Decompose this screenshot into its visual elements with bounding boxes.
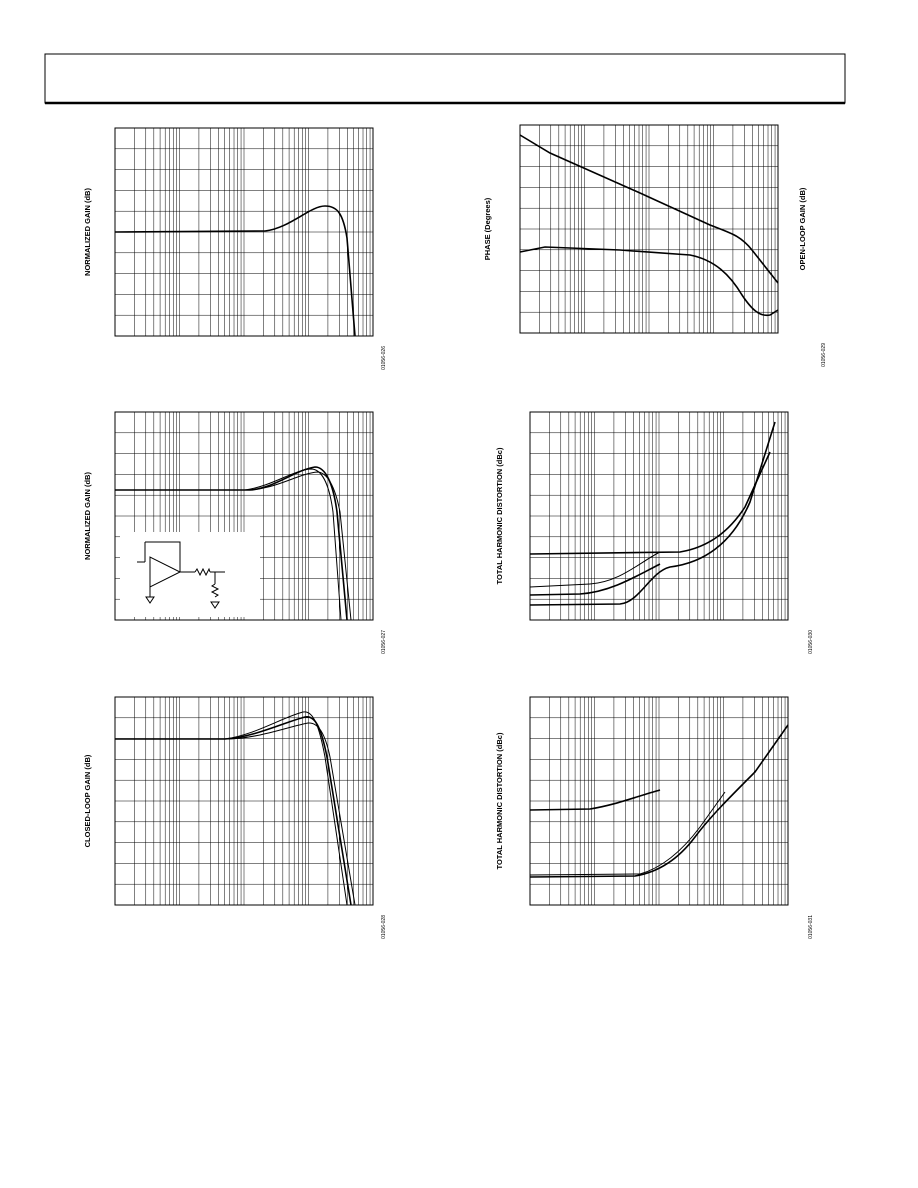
figure-code: 01056-028 bbox=[381, 915, 387, 939]
figure-code: 01056-029 bbox=[821, 343, 827, 367]
curve bbox=[529, 563, 661, 596]
plot bbox=[114, 696, 374, 906]
curve bbox=[529, 724, 789, 878]
curve bbox=[529, 789, 661, 811]
y2-axis-label: OPEN-LOOP GAIN (dB) bbox=[798, 187, 807, 270]
curve bbox=[224, 722, 356, 906]
figure-code: 01056-027 bbox=[381, 630, 387, 654]
curve bbox=[519, 246, 779, 317]
curve bbox=[519, 134, 779, 284]
curve bbox=[529, 791, 726, 876]
circuit bbox=[137, 541, 225, 597]
plot bbox=[529, 696, 789, 906]
figure-code: 01056-026 bbox=[381, 346, 387, 370]
y-axis-label: NORMALIZED GAIN (dB) bbox=[83, 188, 92, 276]
curve bbox=[244, 471, 352, 621]
figure-code: 01056-030 bbox=[808, 630, 814, 654]
inset bbox=[120, 532, 260, 617]
y-axis-label: NORMALIZED GAIN (dB) bbox=[83, 472, 92, 560]
grid bbox=[529, 412, 788, 620]
plot bbox=[114, 127, 374, 337]
curve bbox=[115, 466, 348, 621]
y-axis-label: TOTAL HARMONIC DISTORTION (dBc) bbox=[495, 732, 504, 869]
curve bbox=[529, 421, 776, 606]
plot bbox=[519, 124, 779, 334]
curve bbox=[224, 711, 348, 906]
labels: NORMALIZED GAIN (dB) 01056-026 NORMALIZED … bbox=[83, 187, 827, 939]
y-axis-label: TOTAL HARMONIC DISTORTION (dBc) bbox=[495, 447, 504, 584]
grid bbox=[114, 697, 373, 905]
curve bbox=[115, 716, 352, 906]
curve bbox=[529, 551, 661, 588]
grid bbox=[529, 697, 788, 905]
header-box bbox=[44, 53, 846, 104]
curve bbox=[244, 468, 342, 621]
plot bbox=[529, 411, 789, 621]
curve bbox=[114, 205, 356, 337]
curve bbox=[529, 451, 771, 555]
grid bbox=[519, 125, 778, 333]
figure-code: 01056-031 bbox=[808, 915, 814, 939]
plot bbox=[114, 411, 374, 621]
circuit bbox=[145, 567, 220, 609]
y-axis-label: PHASE (Degrees) bbox=[483, 197, 492, 260]
y-axis-label: CLOSED-LOOP GAIN (dB) bbox=[83, 754, 92, 847]
